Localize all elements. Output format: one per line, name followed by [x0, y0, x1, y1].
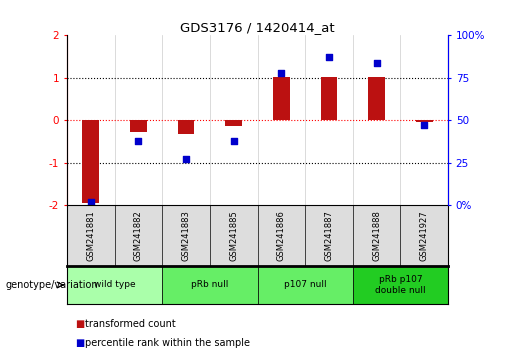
- Text: pRb p107
double null: pRb p107 double null: [375, 275, 426, 295]
- Point: [134, 138, 143, 144]
- Text: p107 null: p107 null: [284, 280, 327, 290]
- Text: GSM241881: GSM241881: [87, 210, 95, 261]
- Point: [182, 156, 190, 162]
- Bar: [353, 266, 448, 304]
- Text: wild type: wild type: [94, 280, 135, 290]
- Bar: [67, 266, 162, 304]
- Bar: [130, 120, 147, 132]
- Text: ■: ■: [75, 319, 84, 329]
- Text: GSM241886: GSM241886: [277, 210, 286, 261]
- Title: GDS3176 / 1420414_at: GDS3176 / 1420414_at: [180, 21, 335, 34]
- Point: [325, 55, 333, 60]
- Bar: [321, 77, 337, 120]
- Text: transformed count: transformed count: [85, 319, 176, 329]
- Text: GSM241885: GSM241885: [229, 210, 238, 261]
- Bar: [416, 120, 433, 122]
- Text: GSM241882: GSM241882: [134, 210, 143, 261]
- Bar: [226, 120, 242, 126]
- Text: GSM241887: GSM241887: [324, 210, 333, 261]
- Bar: [258, 266, 353, 304]
- Text: percentile rank within the sample: percentile rank within the sample: [85, 338, 250, 348]
- Bar: [162, 266, 258, 304]
- Text: ■: ■: [75, 338, 84, 348]
- Text: GSM241888: GSM241888: [372, 210, 381, 261]
- Text: GSM241883: GSM241883: [182, 210, 191, 261]
- Point: [277, 70, 285, 76]
- Bar: [368, 77, 385, 120]
- Point: [420, 122, 428, 128]
- Bar: [82, 120, 99, 203]
- Point: [372, 60, 381, 65]
- Text: genotype/variation: genotype/variation: [5, 280, 98, 290]
- Bar: [178, 120, 194, 135]
- Point: [230, 138, 238, 144]
- Text: pRb null: pRb null: [191, 280, 229, 290]
- Bar: [273, 77, 289, 120]
- Point: [87, 199, 95, 205]
- Text: GSM241927: GSM241927: [420, 210, 428, 261]
